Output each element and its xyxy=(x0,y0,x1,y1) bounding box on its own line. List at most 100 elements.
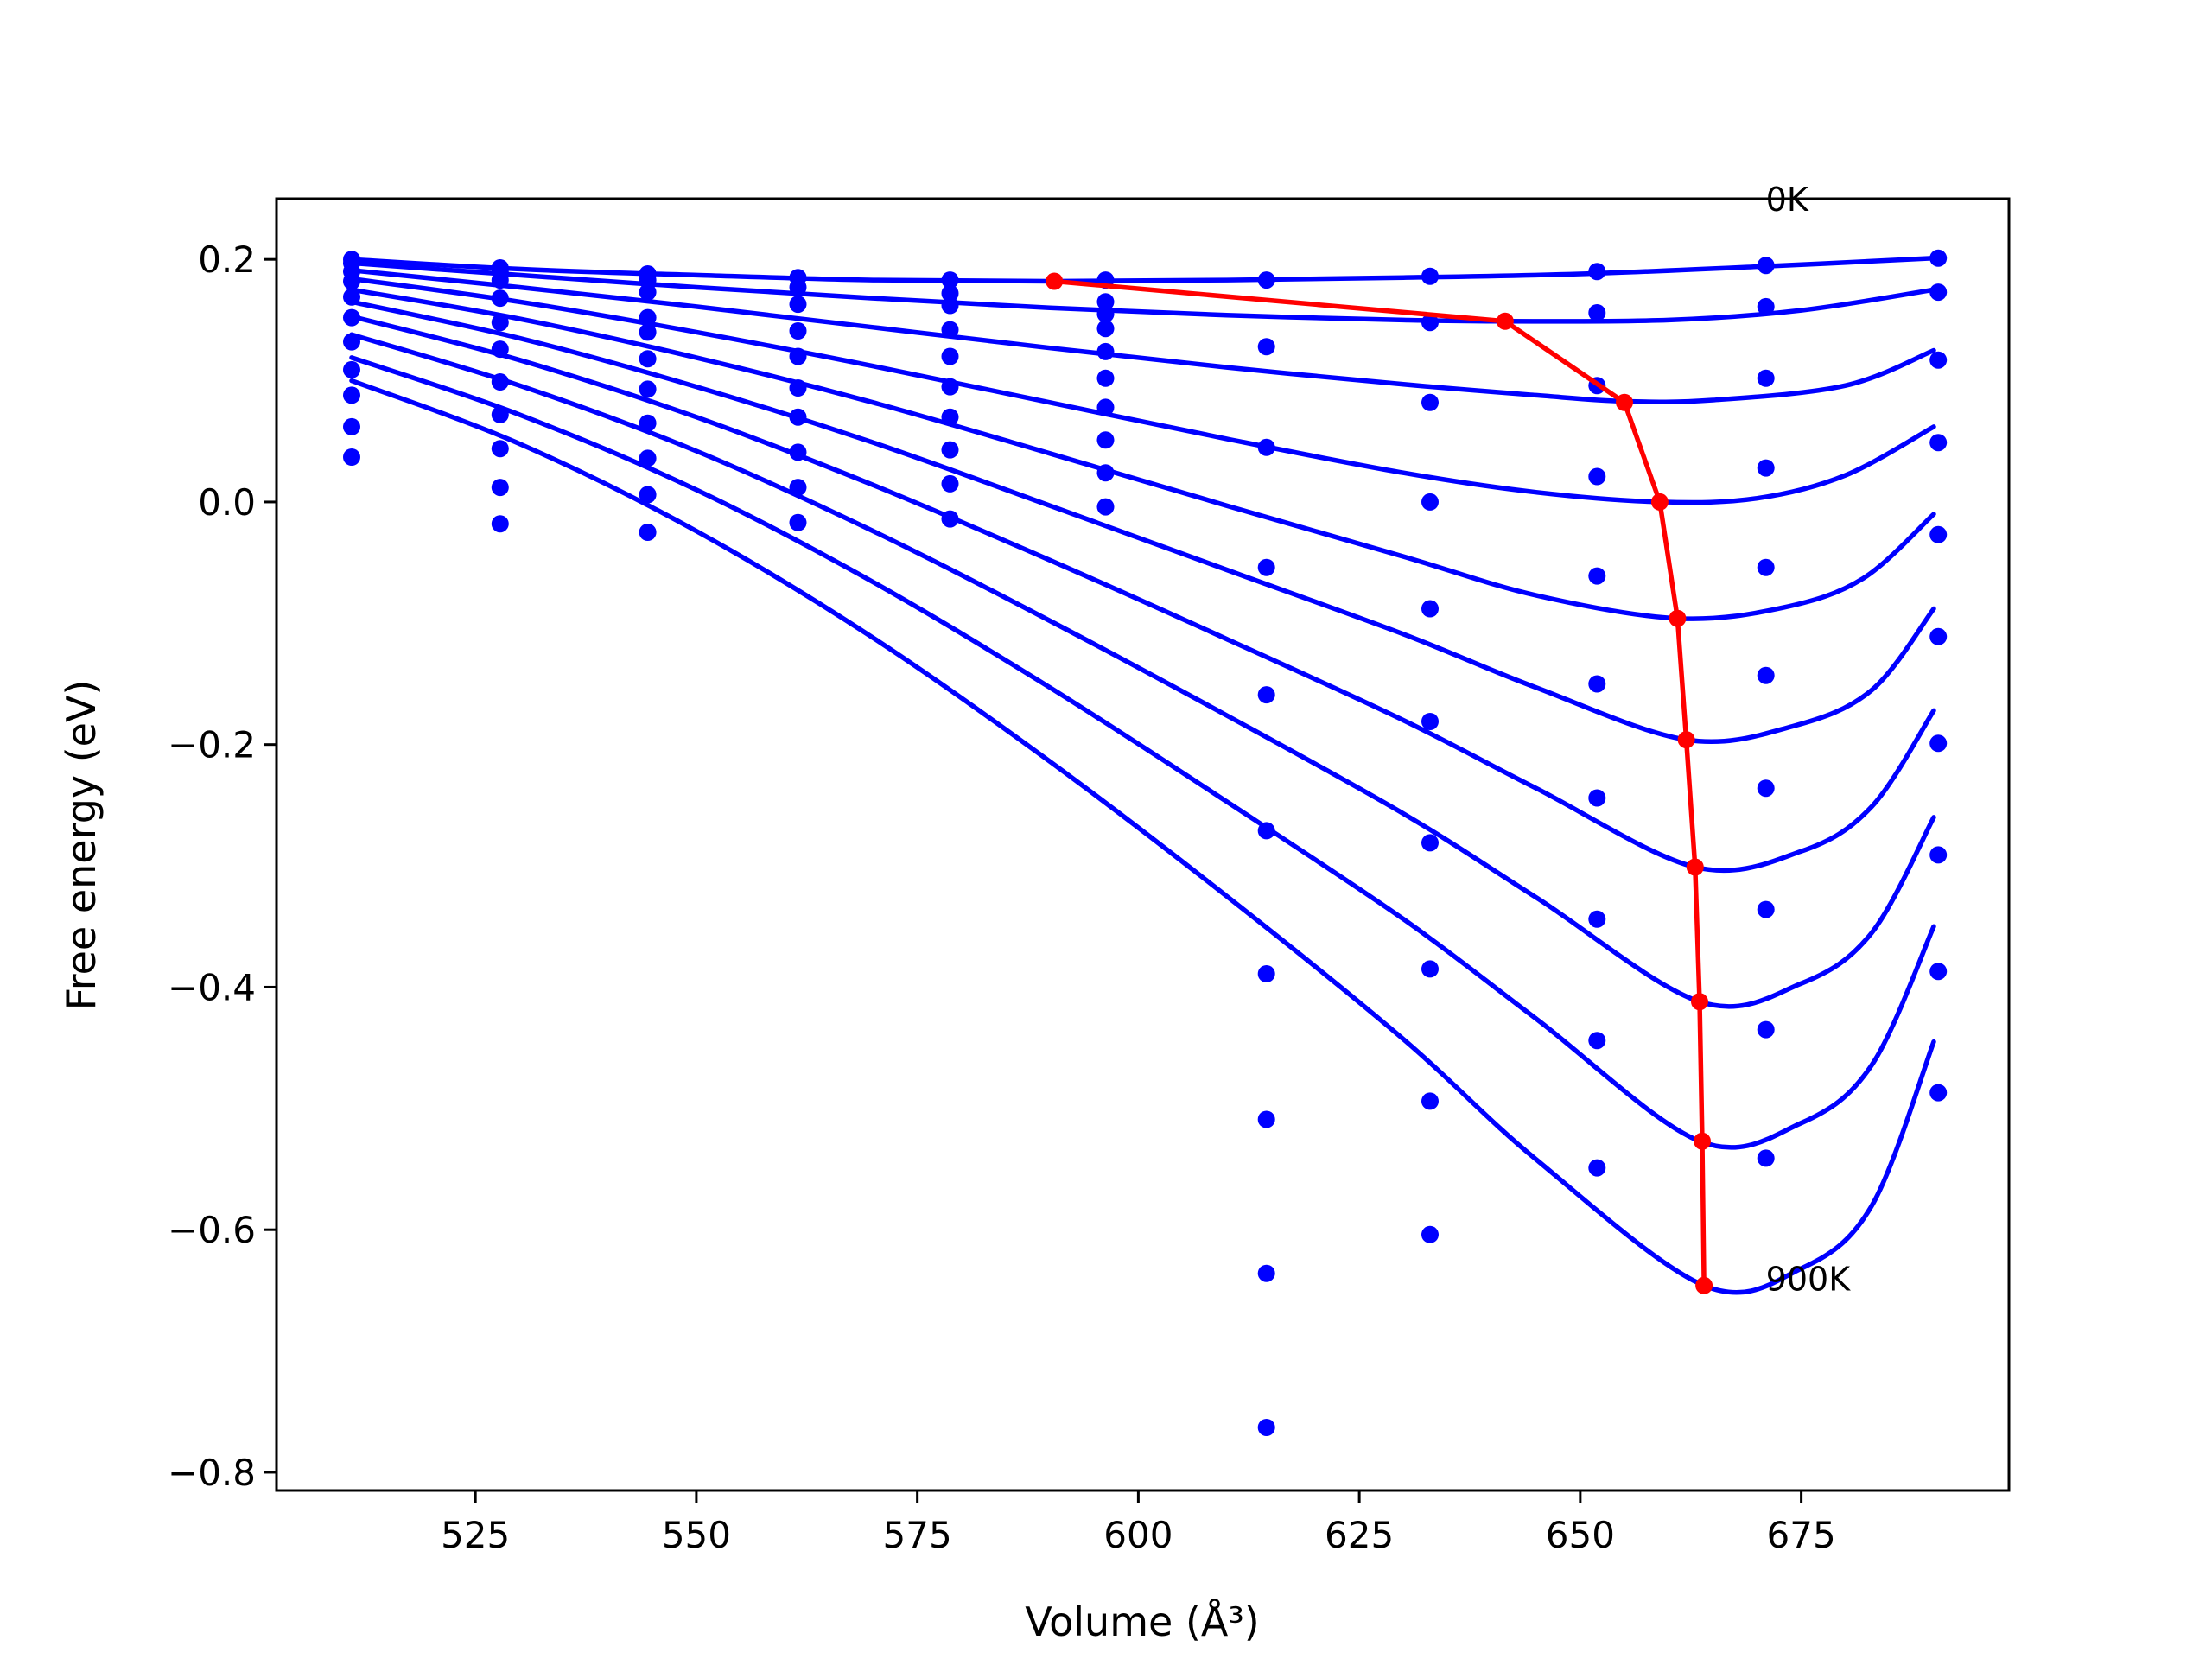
y-axis-label: Free energy (eV) xyxy=(58,680,105,1011)
data-point xyxy=(1588,263,1606,281)
data-point xyxy=(789,296,807,314)
data-point xyxy=(1757,1020,1775,1039)
data-point xyxy=(491,440,509,458)
data-point xyxy=(491,479,509,497)
minimum-point xyxy=(1650,493,1669,511)
data-point xyxy=(1096,369,1115,387)
annotation-label: 900K xyxy=(1766,1260,1852,1298)
fit-curve-700K xyxy=(349,332,1936,1009)
y-tick-label: −0.6 xyxy=(168,1209,256,1251)
fit-curve-600K xyxy=(349,314,1936,874)
data-point xyxy=(789,347,807,365)
minimum-point xyxy=(1046,272,1064,290)
data-point xyxy=(639,380,657,398)
data-point xyxy=(1588,567,1606,585)
data-point xyxy=(1588,910,1606,928)
data-point xyxy=(639,524,657,541)
data-point xyxy=(343,417,360,435)
data-point xyxy=(1929,1084,1948,1102)
data-point xyxy=(1421,393,1439,411)
data-point xyxy=(1588,467,1606,486)
data-point xyxy=(343,360,360,378)
data-point xyxy=(639,486,657,504)
data-point xyxy=(1096,398,1115,416)
annotation-label: 0K xyxy=(1766,181,1809,219)
x-tick-label: 575 xyxy=(883,1514,952,1556)
x-tick-label: 550 xyxy=(662,1514,731,1556)
data-point xyxy=(1588,1159,1606,1177)
fit-curve-400K xyxy=(349,287,1936,621)
data-point xyxy=(491,373,509,391)
data-point xyxy=(1929,249,1948,267)
data-point xyxy=(1757,459,1775,477)
data-point xyxy=(1257,965,1275,982)
data-point xyxy=(491,314,509,332)
fit-curve-900K xyxy=(349,378,1936,1295)
data-point xyxy=(343,308,360,327)
data-point xyxy=(1588,789,1606,807)
data-point xyxy=(343,333,360,351)
data-point xyxy=(343,448,360,466)
data-point xyxy=(1096,342,1115,360)
data-point xyxy=(1588,304,1606,321)
data-point xyxy=(639,283,657,302)
fit-curves xyxy=(349,256,1936,1295)
data-points xyxy=(343,249,1948,1436)
data-point xyxy=(1757,900,1775,918)
data-point xyxy=(1757,558,1775,576)
data-point xyxy=(941,271,959,289)
minimum-point xyxy=(1686,858,1704,876)
data-point xyxy=(1421,493,1439,511)
data-point xyxy=(1096,498,1115,516)
data-point xyxy=(1257,438,1275,456)
data-point xyxy=(491,515,509,533)
data-point xyxy=(941,296,959,315)
minimum-point xyxy=(1677,731,1695,749)
fit-curve-0K xyxy=(349,256,1936,284)
minimum-point xyxy=(1691,993,1708,1011)
fit-curve-500K xyxy=(349,299,1936,744)
minimum-point xyxy=(1496,312,1514,330)
x-tick-label: 650 xyxy=(1546,1514,1615,1556)
minimum-point xyxy=(1616,393,1633,411)
data-point xyxy=(1096,320,1115,338)
data-point xyxy=(941,408,959,426)
data-point xyxy=(941,378,959,396)
data-point xyxy=(1929,283,1948,302)
data-point xyxy=(343,272,360,290)
data-point xyxy=(1421,1225,1439,1243)
data-point xyxy=(941,284,959,302)
data-point xyxy=(789,379,807,397)
y-tick-label: −0.4 xyxy=(168,966,256,1008)
x-tick-label: 675 xyxy=(1767,1514,1836,1556)
data-point xyxy=(1757,297,1775,315)
data-point xyxy=(941,321,959,339)
data-point xyxy=(1096,431,1115,449)
data-point xyxy=(1257,558,1275,576)
data-point xyxy=(1096,305,1115,323)
data-point xyxy=(1421,267,1439,285)
data-point xyxy=(789,322,807,340)
y-tick-label: −0.2 xyxy=(168,724,256,766)
minimum-point xyxy=(1694,1132,1711,1150)
data-point xyxy=(1421,314,1439,332)
x-axis-label: Volume (Å³) xyxy=(1025,1599,1260,1645)
data-point xyxy=(1757,1149,1775,1167)
data-point xyxy=(1588,675,1606,693)
data-point xyxy=(1929,627,1948,645)
data-point xyxy=(789,443,807,461)
data-point xyxy=(1757,257,1775,275)
fit-curve-800K xyxy=(349,355,1936,1150)
data-point xyxy=(1757,779,1775,798)
data-point xyxy=(941,510,959,528)
data-point xyxy=(1929,525,1948,543)
data-point xyxy=(1757,369,1775,387)
data-point xyxy=(639,414,657,432)
data-point xyxy=(1929,846,1948,864)
data-point xyxy=(1421,834,1439,852)
data-point xyxy=(1257,1264,1275,1282)
data-point xyxy=(1421,600,1439,618)
data-point xyxy=(1096,293,1115,311)
